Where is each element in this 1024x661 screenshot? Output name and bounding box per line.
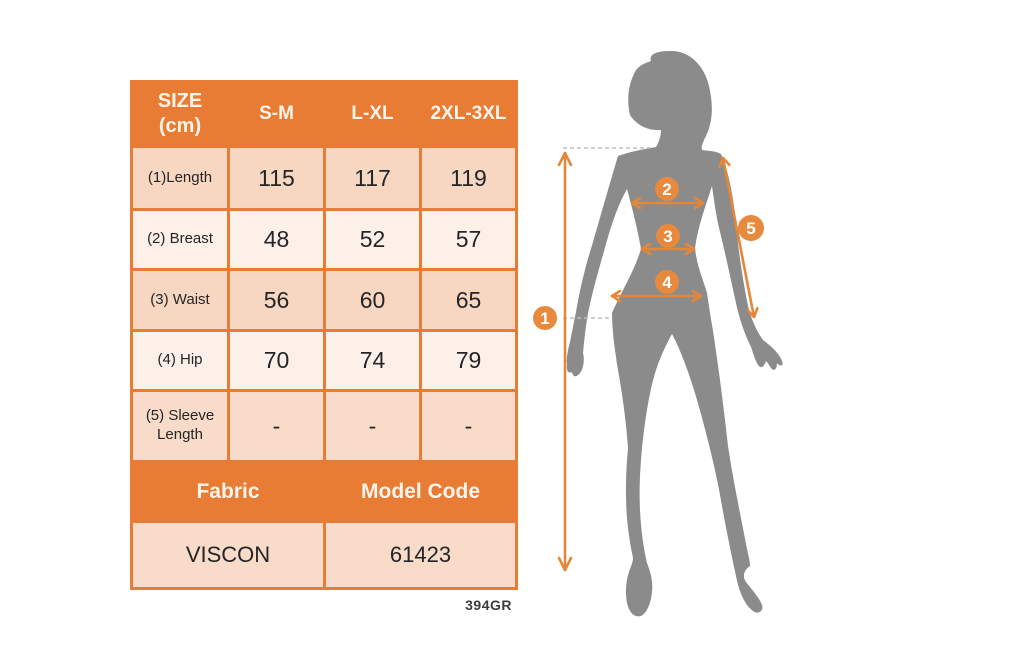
row-label-length: (1)Length (133, 148, 227, 208)
value-cell: 74 (326, 332, 419, 389)
measurement-figure: 1 2 3 4 5 (530, 20, 810, 635)
marker-3: 3 (656, 224, 680, 248)
row-label-sleeve-length: (5) Sleeve Length (133, 392, 227, 460)
marker-2-number: 2 (662, 180, 671, 199)
marker-3-circle (656, 224, 680, 248)
value-cell: 57 (422, 211, 515, 268)
value-cell: 115 (230, 148, 323, 208)
marker-5-circle (738, 215, 764, 241)
breast-arrow (630, 196, 705, 210)
marker-2-circle (655, 177, 679, 201)
marker-5: 5 (738, 215, 764, 241)
marker-2: 2 (655, 177, 679, 201)
marker-4-number: 4 (662, 273, 672, 292)
model-code-value: 61423 (326, 523, 515, 587)
value-cell: - (326, 392, 419, 460)
body-silhouette-diagram: 1 2 3 4 5 (533, 51, 783, 617)
row-label-hip: (4) Hip (133, 332, 227, 389)
value-cell: 117 (326, 148, 419, 208)
fabric-value: VISCON (133, 523, 323, 587)
value-cell: - (422, 392, 515, 460)
waist-arrow (640, 242, 696, 256)
value-cell: 60 (326, 271, 419, 329)
marker-3-number: 3 (663, 227, 672, 246)
value-cell: 65 (422, 271, 515, 329)
sleeve-arrow (718, 156, 759, 319)
length-arrow (557, 151, 573, 572)
marker-1-circle (533, 306, 557, 330)
value-cell: 70 (230, 332, 323, 389)
size-table: SIZE (cm) S-M L-XL 2XL-3XL (1)Length 115… (130, 80, 518, 590)
hip-arrow (610, 289, 703, 303)
size-unit-line2: (cm) (158, 115, 202, 137)
size-unit-header-cell: SIZE (cm) (133, 83, 227, 145)
marker-4: 4 (655, 270, 679, 294)
marker-4-circle (655, 270, 679, 294)
female-silhouette (566, 51, 783, 617)
value-cell: 48 (230, 211, 323, 268)
value-cell: - (230, 392, 323, 460)
model-code-header: Model Code (326, 463, 515, 520)
value-cell: 119 (422, 148, 515, 208)
marker-1-number: 1 (540, 309, 549, 328)
fabric-header: Fabric (133, 463, 323, 520)
value-cell: 79 (422, 332, 515, 389)
style-code-note: 394GR (465, 597, 512, 613)
value-cell: 56 (230, 271, 323, 329)
column-header-l-xl: L-XL (326, 83, 419, 145)
marker-1: 1 (533, 306, 557, 330)
row-label-waist: (3) Waist (133, 271, 227, 329)
row-label-breast: (2) Breast (133, 211, 227, 268)
column-header-s-m: S-M (230, 83, 323, 145)
marker-5-number: 5 (746, 219, 755, 238)
size-unit-line1: SIZE (157, 90, 203, 112)
value-cell: 52 (326, 211, 419, 268)
column-header-2xl-3xl: 2XL-3XL (422, 83, 515, 145)
